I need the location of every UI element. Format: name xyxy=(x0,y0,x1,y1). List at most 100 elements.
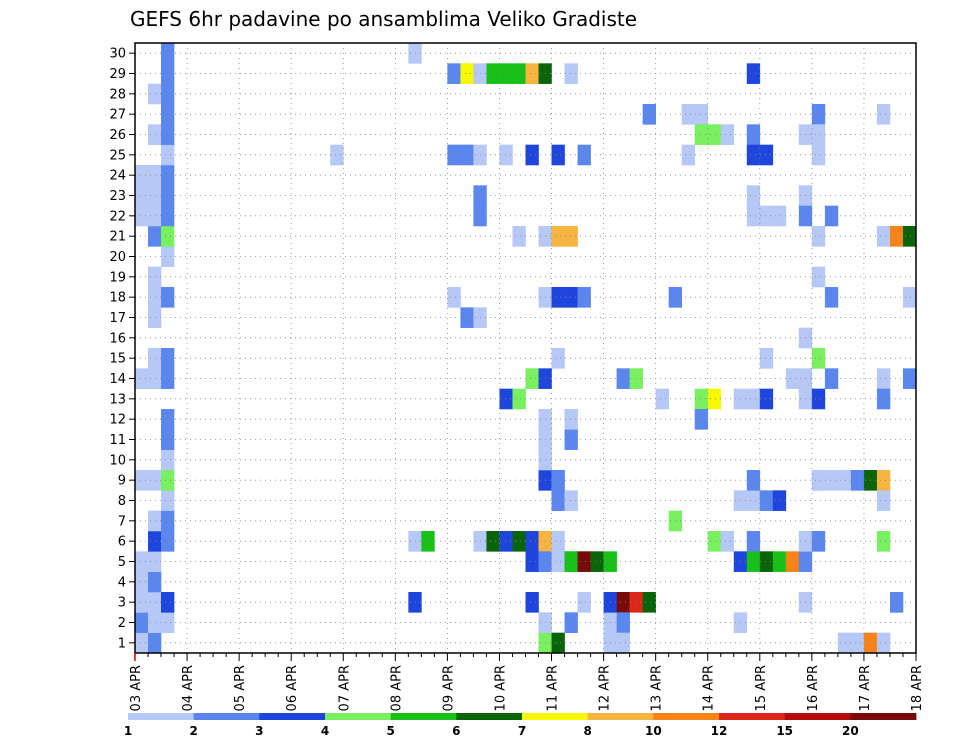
heatmap-cell xyxy=(161,226,175,247)
heatmap-cell xyxy=(564,490,578,511)
heatmap-cell xyxy=(148,205,162,227)
y-tick-label: 20 xyxy=(109,250,126,265)
heatmap-cell xyxy=(785,368,800,389)
heatmap-cell xyxy=(694,388,709,410)
heatmap-cell xyxy=(525,592,539,613)
legend-swatch xyxy=(193,713,260,720)
heatmap-cell xyxy=(850,470,865,491)
y-tick-label: 4 xyxy=(118,575,126,590)
heatmap-cell xyxy=(707,531,722,552)
heatmap-cell xyxy=(720,124,735,145)
heatmap-cell xyxy=(135,551,149,572)
heatmap-cell xyxy=(577,144,591,166)
legend-label: 12 xyxy=(711,724,728,738)
x-tick-label: 18 APR xyxy=(910,665,925,711)
heatmap-cell xyxy=(772,551,787,572)
heatmap-cell xyxy=(876,531,891,552)
heatmap-cell xyxy=(837,632,852,654)
heatmap-cell xyxy=(512,531,526,552)
heatmap-cell xyxy=(681,104,696,125)
y-tick-label: 17 xyxy=(109,311,126,326)
y-tick-label: 9 xyxy=(118,474,126,489)
heatmap-cell xyxy=(577,592,591,613)
heatmap-cell xyxy=(876,104,891,125)
chart-title: GEFS 6hr padavine po ansamblima Veliko G… xyxy=(130,7,637,31)
heatmap-cell xyxy=(161,510,175,532)
heatmap-cell xyxy=(746,205,761,227)
x-tick-label: 04 APR xyxy=(181,665,196,711)
heatmap-cell xyxy=(148,368,162,389)
heatmap-cell xyxy=(148,124,162,145)
heatmap-cell xyxy=(759,388,774,410)
heatmap-cell xyxy=(525,144,539,166)
legend: 1 2 3 4 5 6 7 8 10 12 15 20 xyxy=(124,713,917,738)
heatmap-cell xyxy=(135,592,149,613)
legend-swatch xyxy=(587,713,654,720)
heatmap-cell xyxy=(746,470,761,491)
heatmap-cell xyxy=(616,632,630,654)
heatmap-cell xyxy=(148,83,162,105)
heatmap-cell xyxy=(577,551,591,572)
heatmap-cell xyxy=(161,104,175,125)
y-tick-label: 23 xyxy=(109,189,126,204)
heatmap-cell xyxy=(746,124,761,145)
heatmap-cell xyxy=(902,226,917,247)
y-tick-label: 22 xyxy=(109,209,126,224)
x-tick-label: 05 APR xyxy=(233,665,248,711)
heatmap-cell xyxy=(889,226,904,247)
heatmap-cell xyxy=(759,551,774,572)
y-tick-label: 18 xyxy=(109,291,126,306)
heatmap-cell xyxy=(499,144,513,166)
heatmap-cell xyxy=(564,63,578,84)
y-tick-label: 28 xyxy=(109,87,126,102)
heatmap-cell xyxy=(811,531,826,552)
heatmap-cell xyxy=(486,531,500,552)
heatmap-cell xyxy=(148,348,162,369)
y-tick-label: 12 xyxy=(109,413,126,428)
heatmap-cell xyxy=(512,63,526,84)
heatmap-cell xyxy=(161,185,175,206)
heatmap-cell xyxy=(161,429,175,450)
heatmap-cell xyxy=(161,43,175,64)
legend-label: 4 xyxy=(321,724,329,738)
heatmap-cell xyxy=(746,551,761,572)
heatmap-cell xyxy=(161,246,175,267)
y-tick-label: 25 xyxy=(109,148,126,163)
heatmap-cell xyxy=(161,470,175,491)
x-tick-label: 11 APR xyxy=(546,665,561,711)
heatmap-cell xyxy=(512,388,526,410)
x-tick-label: 03 APR xyxy=(129,665,144,711)
y-tick-label: 16 xyxy=(109,331,126,346)
x-tick-label: 14 APR xyxy=(702,665,717,711)
legend-swatch xyxy=(653,713,720,720)
heatmap-cell xyxy=(161,205,175,227)
y-tick-label: 29 xyxy=(109,67,126,82)
heatmap-cell xyxy=(161,144,175,166)
y-tick-label: 10 xyxy=(109,453,126,468)
heatmap-cell xyxy=(135,205,149,227)
heatmap-cell xyxy=(551,348,565,369)
heatmap-cell xyxy=(889,592,904,613)
y-tick-label: 2 xyxy=(118,616,126,631)
heatmap-cell xyxy=(551,531,565,552)
heatmap-cell xyxy=(551,287,565,308)
heatmap-cell xyxy=(161,165,175,186)
heatmap-cell xyxy=(135,571,149,593)
heatmap-cell xyxy=(161,368,175,389)
legend-swatch xyxy=(719,713,786,720)
heatmap-cell xyxy=(135,470,149,491)
heatmap-cell xyxy=(148,571,162,593)
heatmap-cell xyxy=(824,368,839,389)
heatmap-cell xyxy=(876,470,891,491)
y-tick-label: 14 xyxy=(109,372,126,387)
heatmap-cell xyxy=(564,287,578,308)
heatmap-cell xyxy=(642,592,656,613)
heatmap-cell xyxy=(148,470,162,491)
heatmap-cell xyxy=(525,551,539,572)
heatmap-cell xyxy=(811,266,826,288)
heatmap-cell xyxy=(876,368,891,389)
heatmap-cell xyxy=(759,490,774,511)
heatmap-cell xyxy=(330,144,344,166)
heatmap-cell xyxy=(460,307,474,328)
